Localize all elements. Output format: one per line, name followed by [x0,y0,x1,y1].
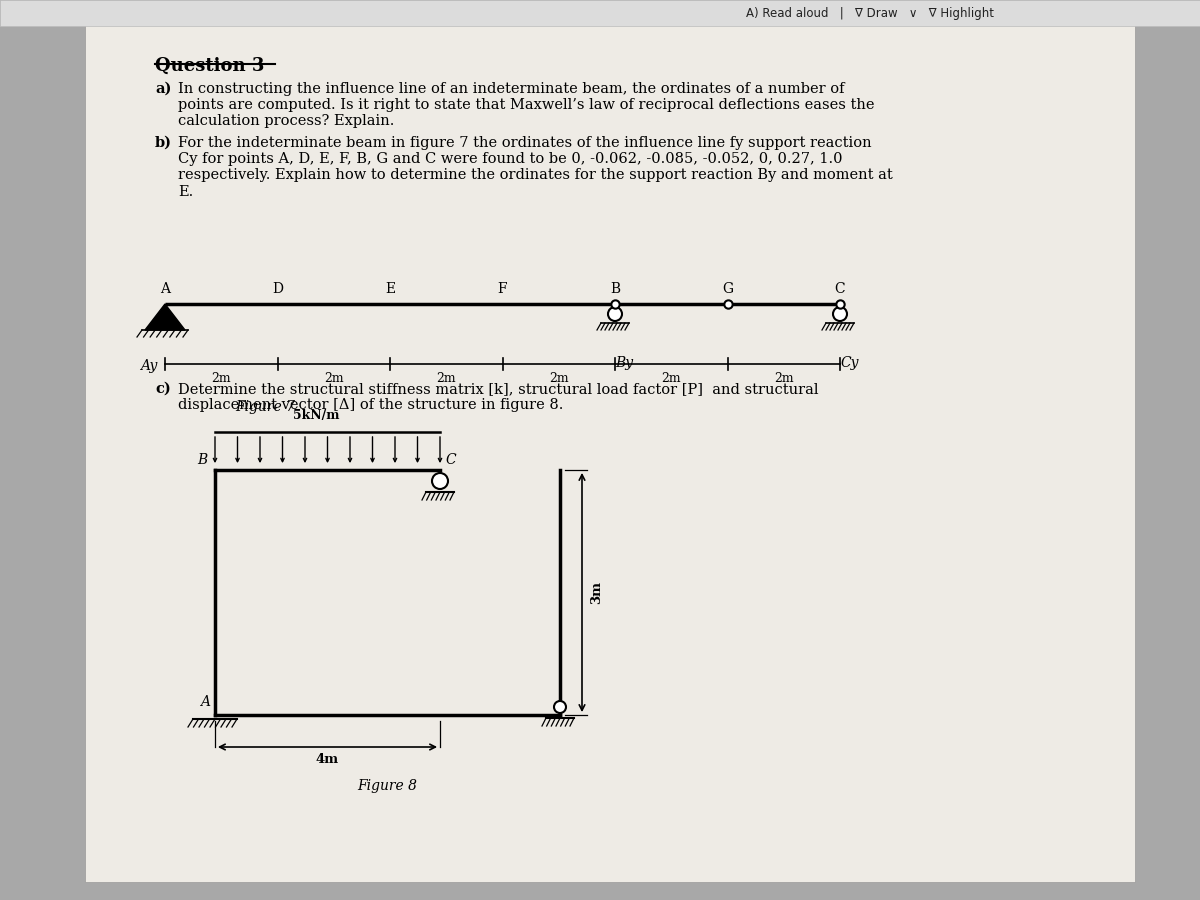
Text: By: By [616,356,634,370]
Text: c): c) [155,382,170,396]
Circle shape [554,701,566,713]
Text: 4m: 4m [316,753,340,766]
Text: For the indeterminate beam in figure 7 the ordinates of the influence line fy su: For the indeterminate beam in figure 7 t… [178,136,893,199]
Text: 2m: 2m [324,372,343,385]
Text: Figure 8: Figure 8 [358,779,418,793]
Text: 2m: 2m [774,372,793,385]
Text: In constructing the influence line of an indeterminate beam, the ordinates of a : In constructing the influence line of an… [178,82,875,129]
Polygon shape [145,304,185,330]
Text: 2m: 2m [211,372,232,385]
Text: Figure 7: Figure 7 [235,400,295,414]
Text: Cy: Cy [840,356,858,370]
Text: Question 3: Question 3 [155,57,264,75]
Text: A: A [160,282,170,296]
Text: B: B [610,282,620,296]
Bar [0,0,1200,26]
Circle shape [432,473,448,489]
Text: E: E [385,282,395,296]
Text: B: B [197,453,208,467]
Text: A: A [200,695,210,709]
Text: 5kN/m: 5kN/m [293,409,340,422]
Text: 2m: 2m [437,372,456,385]
Circle shape [608,307,622,321]
Text: 2m: 2m [548,372,569,385]
Text: Determine the structural stiffness matrix [k], structural load factor [P]  and s: Determine the structural stiffness matri… [178,382,818,412]
Text: C: C [835,282,845,296]
Text: F: F [498,282,508,296]
Text: G: G [722,282,733,296]
Circle shape [833,307,847,321]
Text: D: D [272,282,283,296]
Text: 3m: 3m [590,581,604,604]
Bar [85,24,1135,882]
Text: 2m: 2m [661,372,682,385]
Text: C: C [445,453,456,467]
Text: b): b) [155,136,172,150]
Text: a): a) [155,82,172,96]
Text: Ay: Ay [139,359,157,373]
Text: A) Read aloud   |   ∇ Draw   ∨   ∇ Highlight: A) Read aloud | ∇ Draw ∨ ∇ Highlight [746,6,994,20]
